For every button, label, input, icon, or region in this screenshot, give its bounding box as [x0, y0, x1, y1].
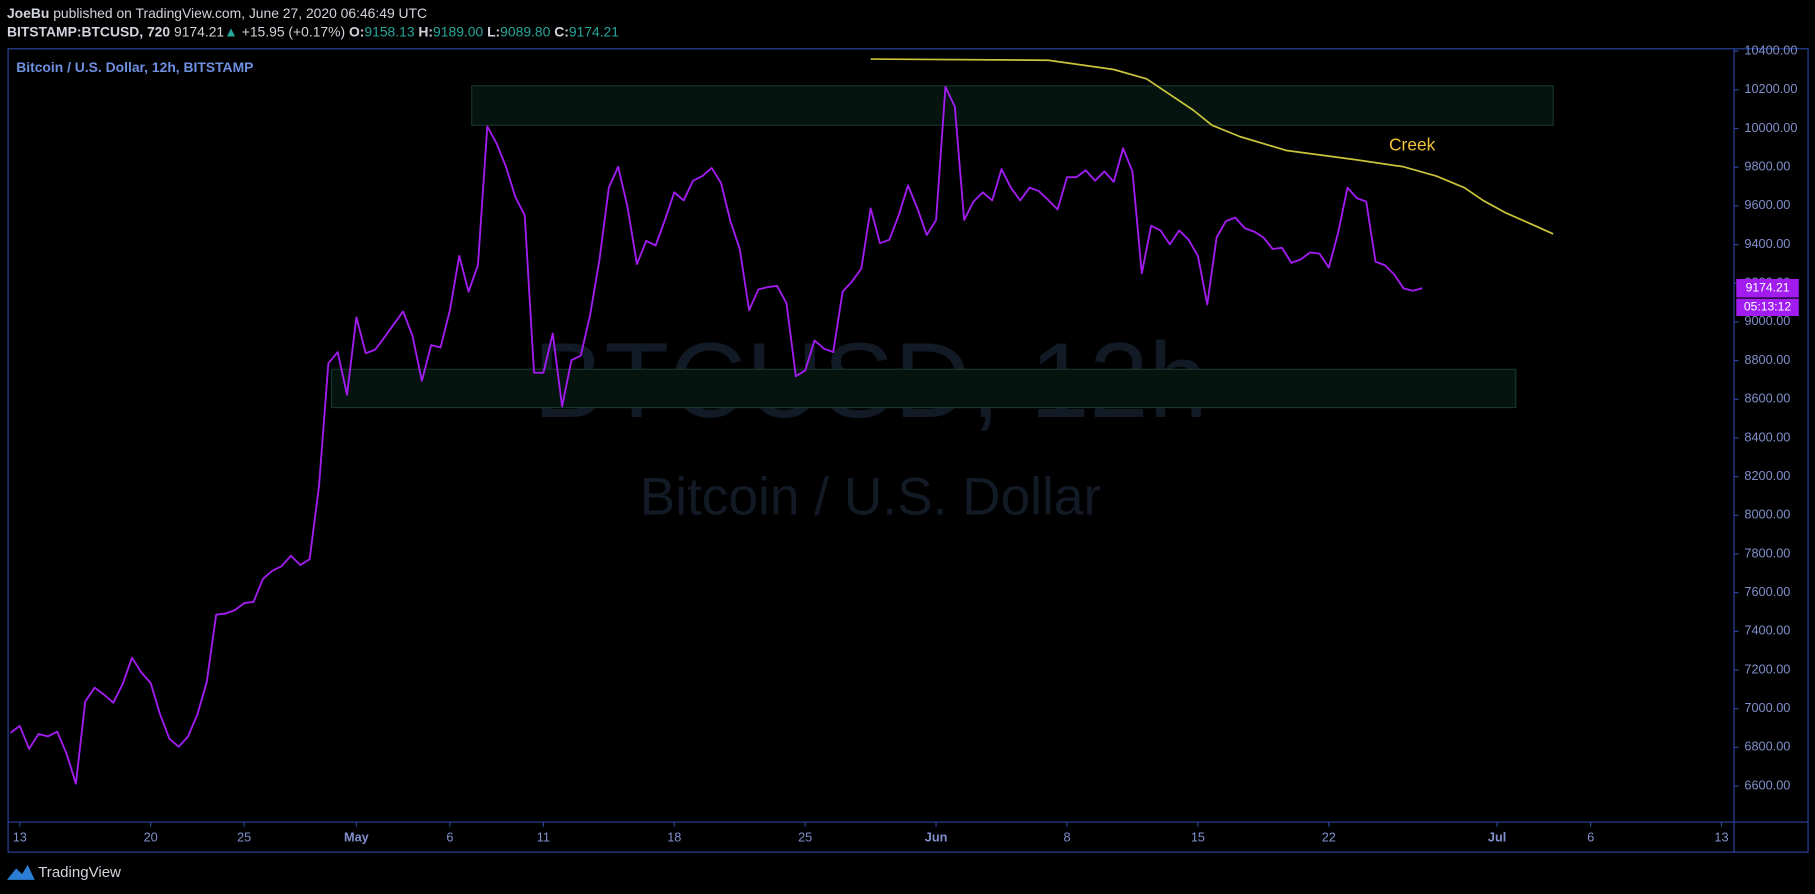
- published: published on TradingView.com, June 27, 2…: [53, 5, 427, 21]
- footer-logo: [6, 864, 35, 880]
- zone: [471, 85, 1554, 126]
- y-tick-label: 10000.00: [1744, 120, 1797, 135]
- y-tick-label: 7000.00: [1744, 700, 1790, 715]
- x-tick-label: 15: [1191, 830, 1205, 845]
- x-tick-label: 11: [537, 830, 550, 845]
- high: 9189.00: [433, 23, 483, 39]
- y-tick-label: 7600.00: [1744, 584, 1790, 599]
- y-tick-label: 8200.00: [1744, 468, 1790, 483]
- x-tick-label: Jun: [925, 830, 948, 845]
- x-tick-label: 13: [1714, 830, 1728, 845]
- y-tick-label: 8600.00: [1744, 391, 1790, 406]
- x-tick-label: 13: [13, 830, 27, 845]
- x-tick-label: 22: [1322, 830, 1336, 845]
- price-tag: [1736, 278, 1799, 298]
- x-tick-label: 25: [237, 830, 251, 845]
- y-tick-label: 8800.00: [1744, 352, 1790, 367]
- x-tick-label: 18: [667, 830, 681, 845]
- y-tick-label: 8400.00: [1744, 429, 1790, 444]
- close-label: C:: [554, 23, 569, 39]
- y-tick-label: 6600.00: [1744, 777, 1790, 792]
- series-line: [870, 58, 1554, 235]
- header-line-2: BITSTAMP:BTCUSD, 720 9174.21▲ +15.95 (+0…: [7, 23, 619, 39]
- legend: Bitcoin / U.S. Dollar, 12h, BITSTAMP: [16, 59, 253, 75]
- y-tick-label: 8000.00: [1744, 507, 1790, 522]
- zones: [330, 85, 1554, 409]
- symbol: BITSTAMP:BTCUSD, 720: [7, 23, 170, 39]
- y-tick-label: 9000.00: [1744, 313, 1790, 328]
- zone: [330, 368, 1517, 409]
- x-tick-label: May: [344, 830, 369, 845]
- y-tick-label: 7800.00: [1744, 545, 1790, 560]
- series-line: [9, 85, 1423, 785]
- x-tick-label: 20: [144, 830, 158, 845]
- x-tick-label: 6: [1587, 830, 1594, 845]
- change: +15.95 (+0.17%): [242, 23, 345, 39]
- y-tick-label: 6800.00: [1744, 739, 1790, 754]
- watermark-subtitle: Bitcoin / U.S. Dollar: [640, 467, 1102, 526]
- price-tag-label: 9174.21: [1746, 280, 1790, 294]
- countdown-tag: [1736, 298, 1799, 316]
- y-tick-label: 9600.00: [1744, 197, 1790, 212]
- close: 9174.21: [569, 23, 619, 39]
- last: 9174.21: [174, 23, 224, 39]
- countdown: 05:13:12: [1744, 300, 1792, 314]
- x-tick-label: 8: [1063, 830, 1070, 845]
- open-label: O:: [349, 23, 364, 39]
- low-label: L:: [487, 23, 500, 39]
- y-tick-label: 9800.00: [1744, 159, 1790, 174]
- creek-label: Creek: [1389, 135, 1436, 155]
- lines: [9, 58, 1554, 785]
- header-line-1: JoeBu published on TradingView.com, June…: [7, 5, 427, 21]
- x-tick-label: 6: [446, 830, 453, 845]
- footer: TradingView: [38, 864, 121, 881]
- change-arrow: ▲: [224, 23, 238, 39]
- y-tick-label: 10400.00: [1744, 42, 1797, 57]
- author: JoeBu: [7, 5, 49, 21]
- frame: [7, 48, 1809, 853]
- y-tick-label: 7400.00: [1744, 623, 1790, 638]
- low: 9089.80: [500, 23, 550, 39]
- y-tick-label: 9400.00: [1744, 236, 1790, 251]
- y-tick-label: 7200.00: [1744, 661, 1790, 676]
- x-tick-label: 25: [798, 830, 812, 845]
- x-tick-label: Jul: [1488, 830, 1506, 845]
- y-tick-label: 10200.00: [1744, 81, 1797, 96]
- high-label: H:: [418, 23, 433, 39]
- open: 9158.13: [364, 23, 414, 39]
